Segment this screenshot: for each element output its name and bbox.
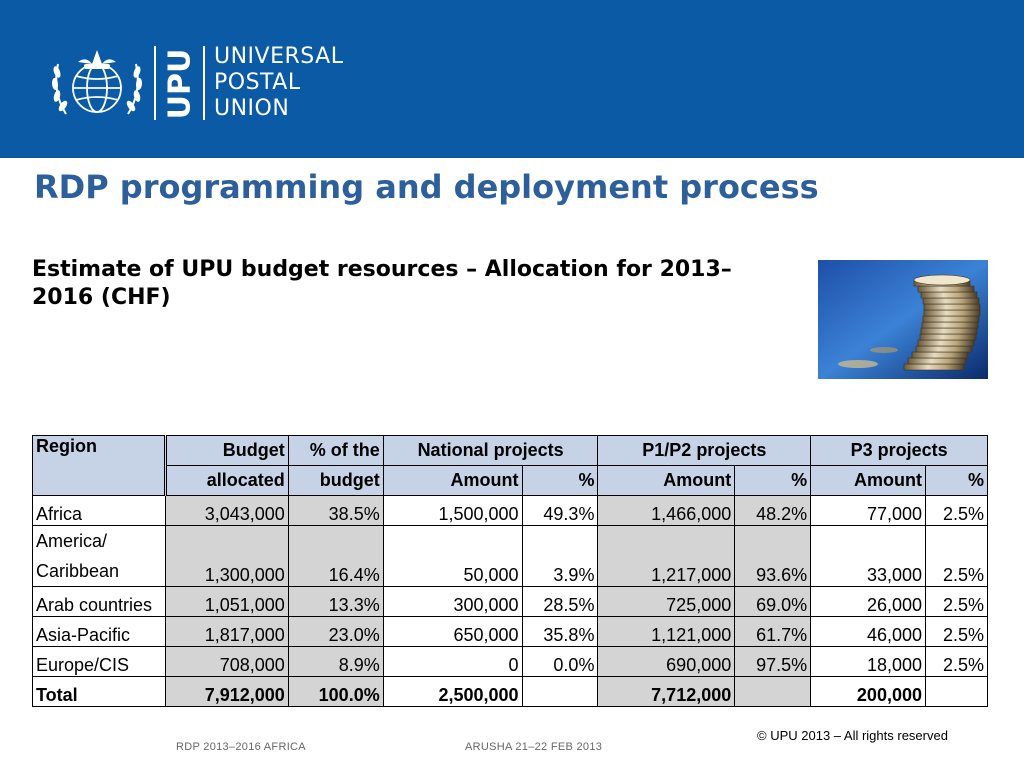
- slide-title: RDP programming and deployment process: [34, 168, 819, 206]
- region-line-2: Caribbean: [36, 561, 120, 581]
- p3-pct-cell: 2.5%: [925, 525, 988, 587]
- copyright-notice: © UPU 2013 – All rights reserved: [757, 728, 948, 743]
- header-banner: UPU UNIVERSAL POSTAL UNION: [0, 0, 1024, 158]
- upu-emblem-icon: [51, 50, 143, 115]
- budget-cell: 1,051,000: [164, 586, 289, 617]
- p3-pct-header: %: [925, 465, 988, 496]
- logo-divider-2: [203, 46, 205, 120]
- p1p2-pct-cell: 48.2%: [734, 495, 812, 526]
- national-projects-header: National projects: [382, 435, 599, 466]
- slide-subtitle: Estimate of UPU budget resources – Alloc…: [32, 257, 732, 310]
- p3-amount-cell: 33,000: [810, 525, 926, 587]
- p1p2-amount-cell: 1,121,000: [597, 616, 736, 647]
- org-name-line-2: POSTAL: [214, 70, 301, 95]
- p3-pct-cell: 2.5%: [925, 646, 988, 677]
- total-row: Total 7,912,000 100.0% 2,500,000 7,712,0…: [32, 676, 988, 707]
- p1p2-amount-cell: 1,217,000: [597, 525, 736, 587]
- national-amount-header: Amount: [382, 465, 523, 496]
- p1p2-projects-header: P1/P2 projects: [597, 435, 812, 466]
- coin-stack-image: [818, 260, 988, 379]
- pct-cell: 23.0%: [287, 616, 384, 647]
- national-amount-cell: 300,000: [382, 586, 523, 617]
- budget-subheader: allocated: [164, 465, 289, 496]
- table-row: Africa 3,043,000 38.5% 1,500,000 49.3% 1…: [32, 495, 988, 526]
- svg-text:UPU: UPU: [163, 49, 198, 120]
- logo-divider: [154, 46, 156, 120]
- p3-pct-cell: 2.5%: [925, 616, 988, 647]
- budget-cell: 1,300,000: [164, 525, 289, 587]
- region-cell: Arab countries: [32, 586, 166, 617]
- national-pct-cell: 49.3%: [521, 495, 599, 526]
- budget-header: Budget: [164, 435, 289, 466]
- national-amount-cell: 0: [382, 646, 523, 677]
- region-cell: America/Caribbean: [32, 525, 166, 587]
- national-pct-cell: 35.8%: [521, 616, 599, 647]
- p1p2-amount-header: Amount: [597, 465, 736, 496]
- budget-cell: 708,000: [164, 646, 289, 677]
- pct-header: % of the: [287, 435, 384, 466]
- pct-cell: 8.9%: [287, 646, 384, 677]
- p1p2-pct-cell: 61.7%: [734, 616, 812, 647]
- footer-event-location: ARUSHA 21–22 FEB 2013: [465, 741, 603, 753]
- pct-subheader: budget: [287, 465, 384, 496]
- national-amount-cell: 650,000: [382, 616, 523, 647]
- p3-pct-cell: 2.5%: [925, 495, 988, 526]
- region-header: Region: [32, 435, 167, 496]
- table-row: Arab countries 1,051,000 13.3% 300,000 2…: [32, 586, 988, 617]
- table-row: Asia-Pacific 1,817,000 23.0% 650,000 35.…: [32, 616, 988, 647]
- p3-amount-cell: 46,000: [810, 616, 926, 647]
- region-cell: Europe/CIS: [32, 646, 166, 677]
- pct-cell: 38.5%: [287, 495, 384, 526]
- national-pct-cell: 28.5%: [521, 586, 599, 617]
- budget-cell: 3,043,000: [164, 495, 289, 526]
- p1p2-pct-cell: 69.0%: [734, 586, 812, 617]
- national-pct-cell: 3.9%: [521, 525, 599, 587]
- budget-cell: 1,817,000: [164, 616, 289, 647]
- total-national-amount-cell: 2,500,000: [382, 676, 523, 707]
- total-pct-cell: 100.0%: [287, 676, 384, 707]
- total-national-pct-cell: [521, 676, 599, 707]
- total-p1p2-amount-cell: 7,712,000: [597, 676, 736, 707]
- national-amount-cell: 50,000: [382, 525, 523, 587]
- budget-table: Region Budget % of the National projects…: [32, 435, 988, 707]
- p1p2-amount-cell: 690,000: [597, 646, 736, 677]
- pct-cell: 13.3%: [287, 586, 384, 617]
- p3-amount-cell: 77,000: [810, 495, 926, 526]
- upu-vertical-logo: UPU: [163, 49, 198, 120]
- national-amount-cell: 1,500,000: [382, 495, 523, 526]
- total-p3-pct-cell: [925, 676, 988, 707]
- p3-amount-cell: 18,000: [810, 646, 926, 677]
- p3-pct-cell: 2.5%: [925, 586, 988, 617]
- org-name-line-3: UNION: [214, 96, 290, 121]
- table-header-row: Region Budget % of the National projects…: [32, 435, 988, 496]
- total-p3-amount-cell: 200,000: [810, 676, 926, 707]
- p1p2-amount-cell: 1,466,000: [597, 495, 736, 526]
- p1p2-amount-cell: 725,000: [597, 586, 736, 617]
- org-name: UNIVERSAL POSTAL UNION: [214, 44, 343, 122]
- table-subheader-row: allocated budget Amount % Amount % Amoun…: [33, 465, 988, 496]
- total-label: Total: [32, 676, 166, 707]
- region-line-1: America/: [36, 531, 108, 551]
- p1p2-pct-cell: 93.6%: [734, 525, 812, 587]
- region-cell: Asia-Pacific: [32, 616, 166, 647]
- org-name-line-1: UNIVERSAL: [214, 44, 344, 69]
- total-budget-cell: 7,912,000: [164, 676, 289, 707]
- p3-amount-header: Amount: [810, 465, 926, 496]
- region-cell: Africa: [32, 495, 166, 526]
- national-pct-header: %: [521, 465, 599, 496]
- p3-amount-cell: 26,000: [810, 586, 926, 617]
- p1p2-pct-header: %: [734, 465, 812, 496]
- pct-cell: 16.4%: [287, 525, 384, 587]
- total-p1p2-pct-cell: [734, 676, 812, 707]
- table-row: Europe/CIS 708,000 8.9% 0 0.0% 690,000 9…: [32, 646, 988, 677]
- p3-projects-header: P3 projects: [810, 435, 988, 466]
- footer-event-name: RDP 2013–2016 AFRICA: [176, 741, 306, 753]
- table-row: America/Caribbean 1,300,000 16.4% 50,000…: [32, 525, 988, 587]
- national-pct-cell: 0.0%: [521, 646, 599, 677]
- p1p2-pct-cell: 97.5%: [734, 646, 812, 677]
